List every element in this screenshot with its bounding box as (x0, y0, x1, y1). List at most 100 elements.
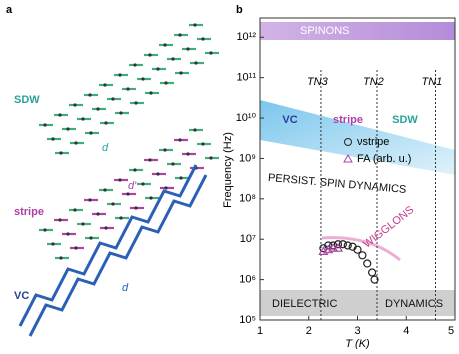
y-tick-label: 10⁹ (239, 152, 256, 164)
chain-label: VC (14, 290, 29, 302)
atom (164, 81, 168, 85)
atom (134, 101, 138, 105)
x-tick-label: 5 (448, 325, 454, 337)
atom (66, 232, 70, 236)
legend-marker (344, 138, 352, 146)
phase-label: VC (282, 114, 297, 126)
atom (96, 212, 100, 216)
spacing-label: d (102, 142, 109, 154)
atom (186, 152, 190, 156)
atom (118, 178, 122, 182)
atom (74, 246, 78, 250)
atom (43, 123, 47, 127)
atom (126, 87, 130, 91)
panel-b: b 10⁵ 10⁶ 10⁷ 10⁸ 10⁹ 10¹⁰ 10¹¹ 10¹² 1 2 3 4 5 T (K) Fr… (222, 4, 456, 350)
atom (81, 117, 85, 121)
y-tick-label: 10⁸ (239, 193, 256, 205)
atom (43, 228, 47, 232)
circle-point (368, 268, 377, 277)
atom (201, 37, 205, 41)
y-axis-title: Frequency (Hz) (222, 132, 234, 208)
phase-label: SDW (392, 114, 418, 126)
y-tick-label: 10⁷ (240, 233, 256, 245)
circle-point (353, 245, 362, 254)
chain-label: SDW (14, 94, 40, 106)
triangle-point (332, 242, 344, 252)
atom (119, 111, 123, 115)
atom (89, 131, 93, 135)
vc-chain (28, 174, 208, 337)
atom (163, 148, 167, 152)
atom (104, 121, 108, 125)
atom (51, 242, 55, 246)
circle-point (370, 275, 379, 284)
panel-label: a (6, 4, 13, 16)
atom (89, 236, 93, 240)
atom (209, 156, 213, 160)
circle-point (333, 240, 343, 249)
phase-label: stripe (333, 114, 363, 126)
legend-label: FA (arb. u.) (357, 153, 411, 165)
region-label: MAGNONS (280, 44, 337, 56)
wigglon-curve (321, 236, 401, 262)
atom (118, 73, 122, 77)
region-label: DYNAMICS (385, 298, 443, 310)
atom (209, 51, 213, 55)
atom (193, 128, 197, 132)
atom (194, 61, 198, 65)
x-tick-label: 1 (257, 325, 263, 337)
y-tick-label: 10¹¹ (236, 72, 256, 84)
transition-label: TN1 (422, 76, 443, 88)
atom (133, 63, 137, 67)
atom (59, 151, 63, 155)
atom (66, 127, 70, 131)
atom (126, 192, 130, 196)
atom (164, 186, 168, 190)
atom (156, 67, 160, 71)
atom (178, 33, 182, 37)
atom (73, 208, 77, 212)
atom (141, 77, 145, 81)
region-label: SPINONS (300, 25, 350, 37)
x-tick-label: 2 (306, 325, 312, 337)
atom (96, 107, 100, 111)
atom (73, 103, 77, 107)
atom (104, 226, 108, 230)
vc-chain (18, 164, 198, 327)
legend-label: νstripe (357, 136, 389, 148)
dielectric-band (260, 290, 455, 316)
atom (119, 216, 123, 220)
atom (103, 188, 107, 192)
region-label: PERSIST. SPIN DYNAMICS (267, 172, 406, 196)
x-axis-title: T (K) (345, 338, 370, 349)
atom (133, 168, 137, 172)
atom (193, 23, 197, 27)
atom (163, 43, 167, 47)
circle-point (343, 241, 352, 250)
panel-a: a SDW stripe VC d d' d (6, 4, 219, 337)
x-tick-label: 4 (403, 325, 409, 337)
y-tick-label: 10¹⁰ (236, 112, 257, 124)
atom (58, 218, 62, 222)
atom (186, 47, 190, 51)
panel-label: b (236, 4, 243, 16)
circle-point (363, 259, 372, 268)
atom (59, 256, 63, 260)
spacing-label: d' (128, 180, 137, 192)
transition-label: TN3 (307, 76, 329, 88)
atom (103, 83, 107, 87)
atom (141, 182, 145, 186)
y-tick-label: 10⁶ (239, 274, 256, 286)
y-tick-label: 10⁵ (239, 314, 256, 326)
transition-label: TN2 (363, 76, 384, 88)
atom (148, 53, 152, 57)
y-tick-label: 10¹² (236, 31, 256, 43)
spacing-label: d (122, 282, 129, 294)
atom (58, 113, 62, 117)
atom (201, 142, 205, 146)
atom (88, 198, 92, 202)
atom (88, 93, 92, 97)
atom (179, 71, 183, 75)
atom (149, 91, 153, 95)
